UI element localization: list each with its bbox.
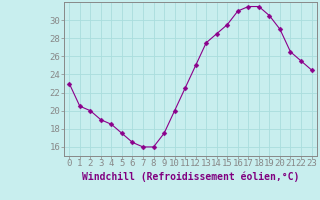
X-axis label: Windchill (Refroidissement éolien,°C): Windchill (Refroidissement éolien,°C) (82, 171, 299, 182)
